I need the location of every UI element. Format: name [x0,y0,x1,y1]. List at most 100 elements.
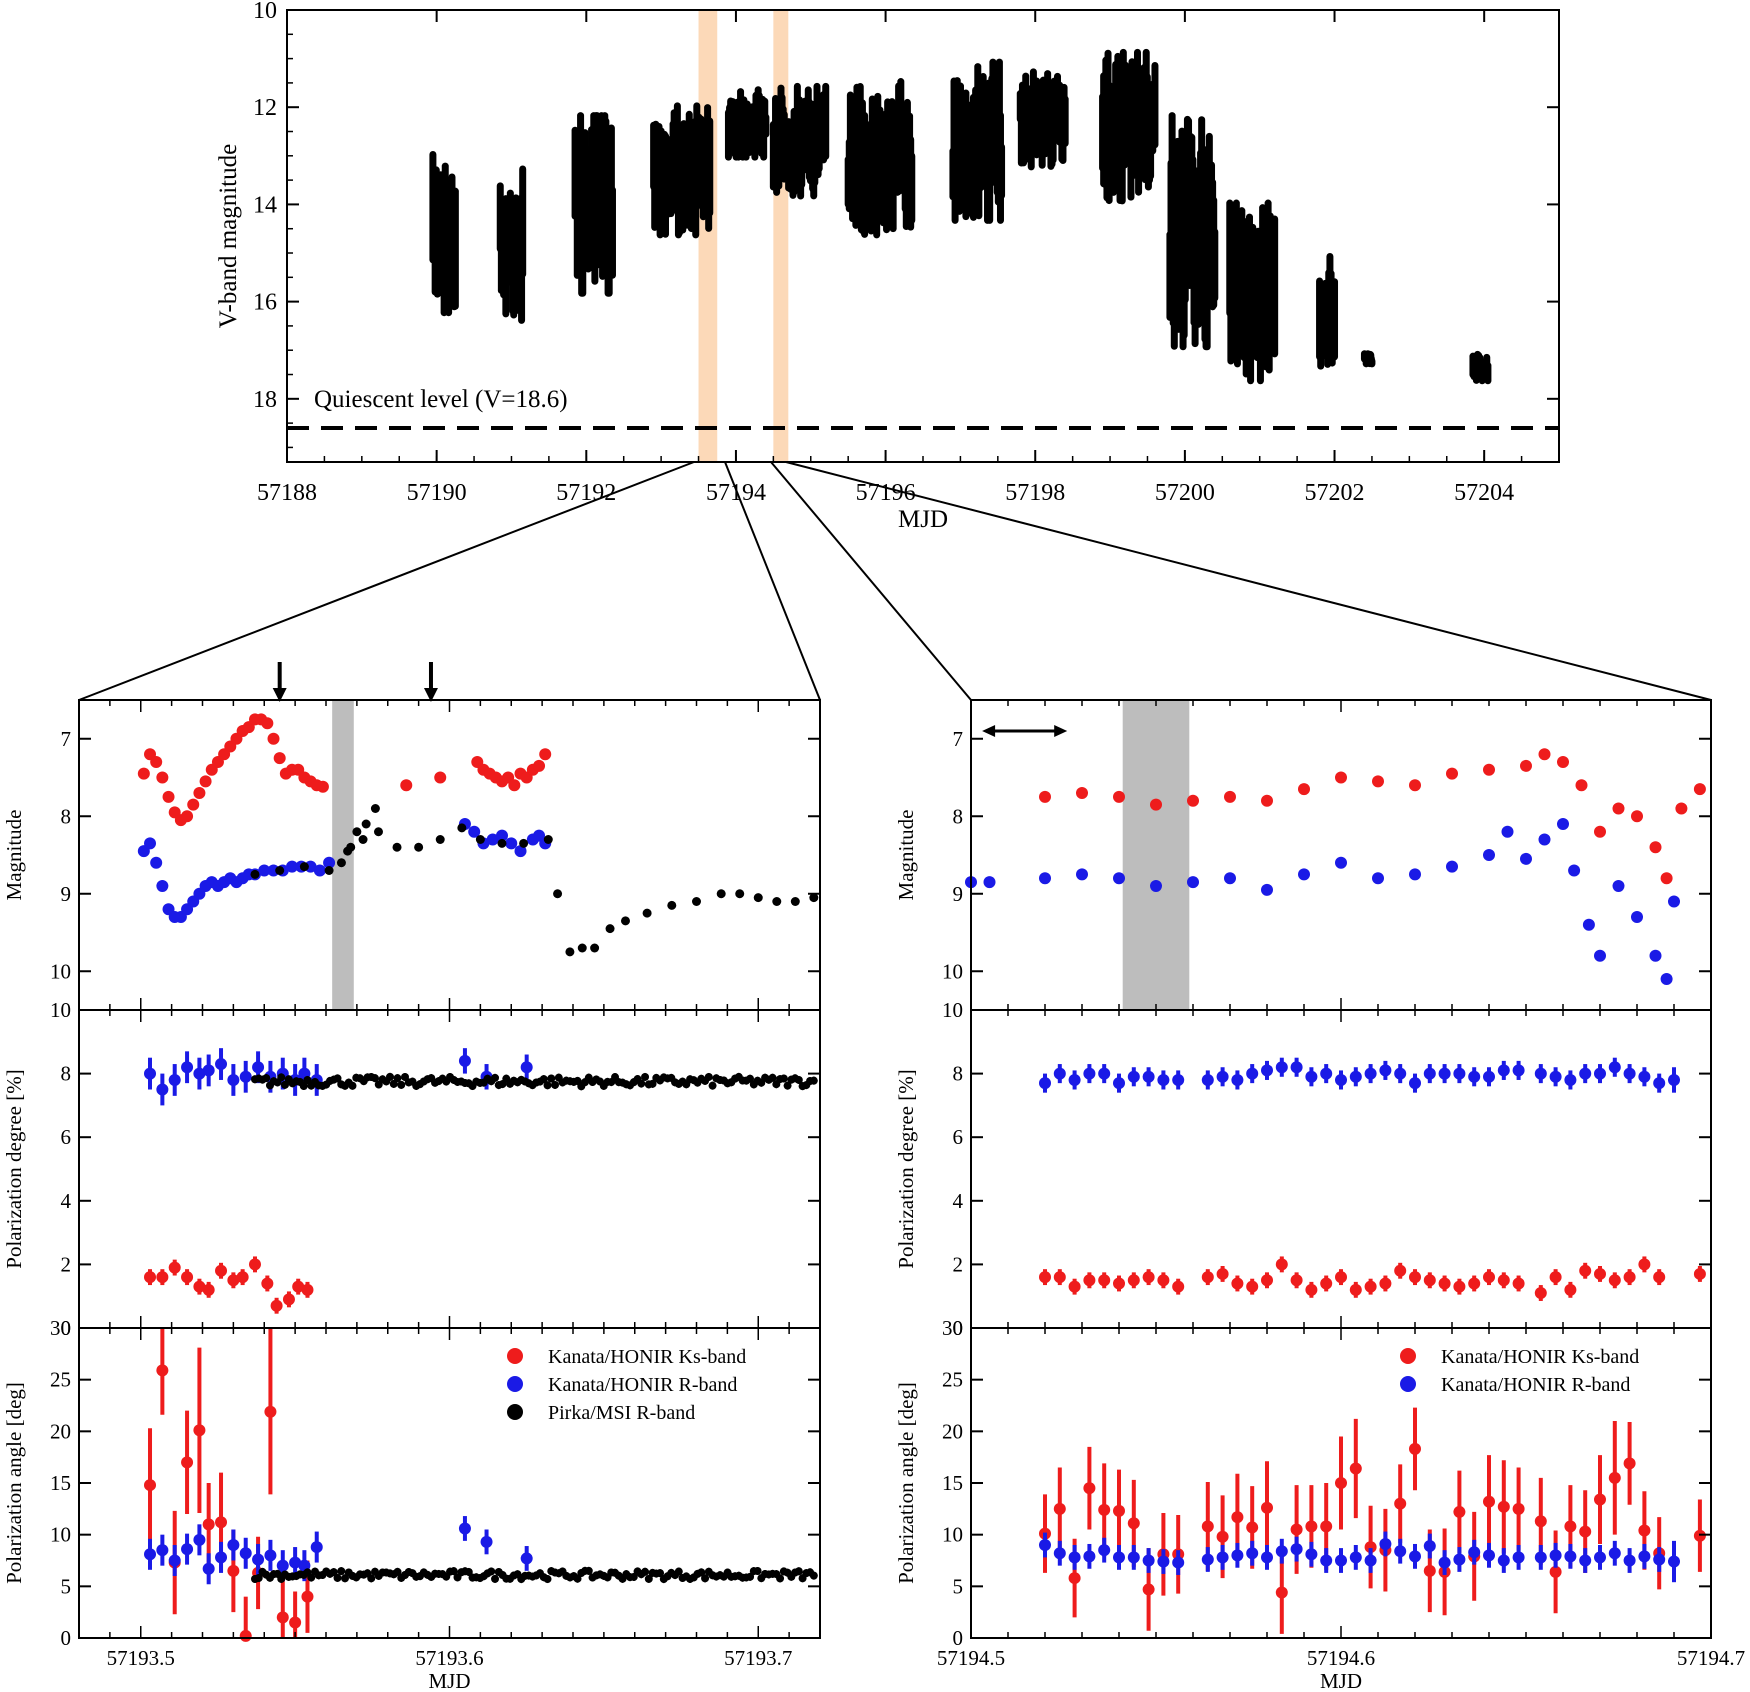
data-point [181,1456,194,1469]
ticks: 0 2 4 6 8 10 [50,998,821,1340]
x-tick-label: 57194.5 [937,1646,1005,1670]
y-axis-title: Magnitude [2,810,26,901]
data-point [519,838,529,848]
data-point [215,1058,228,1071]
data-point [199,775,212,788]
data-point [1608,1547,1621,1560]
series-kanata-honir-r-band [1039,1057,1680,1093]
data-point [1557,756,1569,768]
data-point [1261,794,1273,807]
data-point [1520,852,1532,865]
legend-marker [507,1348,523,1364]
y-tick-label: 8 [953,1062,964,1086]
legend-marker [1400,1348,1416,1364]
y-tick-label: 2 [953,1252,964,1276]
data-point [1068,1551,1081,1564]
data-point [193,1533,206,1546]
data-point [1150,880,1162,892]
data-point [505,837,518,850]
data-point [1379,1277,1392,1290]
data-point [250,869,260,879]
data-point [252,1553,265,1566]
data-point [292,1280,305,1293]
data-point [1409,1077,1421,1090]
data-point [313,864,326,877]
data-point [1564,1550,1577,1563]
data-point [1675,802,1688,815]
data-point [227,1539,240,1551]
data-point [236,1271,249,1284]
data-point [1246,1067,1259,1080]
data-point [1379,1064,1392,1077]
data-point [779,1074,788,1083]
right-zoom-panels: 7 8 9 10 Magnitude 0 2 4 6 8 10 Polarization degree… [894,699,1745,1692]
data-point [434,771,447,784]
x-tick-label: 57204 [1454,480,1514,506]
series-kanata-honir-ks-band [144,1256,314,1314]
data-point [514,845,527,858]
observation-segment-15 [1469,350,1492,385]
data-point [1409,1442,1421,1455]
data-point [1483,1495,1495,1508]
observation-segment-3 [571,112,616,297]
data-point [1520,759,1532,772]
data-point [144,1067,157,1080]
y-tick-label: 30 [50,1316,71,1340]
data-point [768,1073,777,1082]
data-point [1423,1564,1436,1577]
data-point [215,1264,228,1277]
v-band-observations [429,48,1492,385]
data-point [393,1567,402,1576]
y-tick-label: 9 [61,882,72,906]
data-point [277,1073,286,1082]
data-point [1113,872,1125,885]
data-point [239,1547,252,1560]
highlight-band-2 [773,10,789,462]
x-tick-label: 57188 [257,480,317,506]
data-point [1453,1553,1466,1566]
data-point [1142,1070,1155,1083]
series-kanata-honir-ks-band [137,713,552,827]
data-point [258,864,271,877]
data-point [1335,771,1347,784]
data-point [393,1074,402,1083]
data-point [543,1081,552,1090]
data-point [1127,1551,1140,1564]
data-point [746,1572,755,1581]
data-point [1216,1530,1229,1543]
data-point [783,1081,792,1090]
data-point [1335,1554,1347,1567]
arrow-head [272,688,287,702]
data-point [193,1280,206,1293]
data-point [1261,1551,1273,1564]
data-point [1638,1524,1651,1537]
data-point [303,1075,312,1084]
data-point [181,1061,194,1074]
down-arrow-icon [423,662,438,702]
data-point [1512,1502,1525,1515]
data-point [547,1074,556,1083]
data-point [706,117,714,217]
data-point [282,1293,295,1306]
legend-label: Kanata/HONIR R-band [548,1374,737,1396]
data-point [1039,1539,1051,1551]
data-point [1172,1556,1185,1569]
y-tick-label: 9 [953,882,964,906]
data-point [329,1568,338,1577]
series-kanata-honir-r-band [1039,1531,1680,1583]
data-point [392,842,402,852]
y-tick-label: 6 [61,1125,72,1149]
plot-frame [970,699,1712,1011]
observation-segment-14 [1360,350,1376,368]
data-point [1331,278,1339,361]
data-point [451,187,459,310]
data-point [1335,1073,1347,1086]
data-point [301,1590,314,1603]
data-point [458,1054,471,1067]
data-point [150,856,163,869]
data-point [1246,1280,1259,1293]
series-kanata-honir-ks-band [1039,748,1706,885]
data-point [1320,1067,1333,1080]
legend: Kanata/HONIR Ks-band Kanata/HONIR R-band P… [507,1346,746,1424]
data-point [156,1364,169,1377]
